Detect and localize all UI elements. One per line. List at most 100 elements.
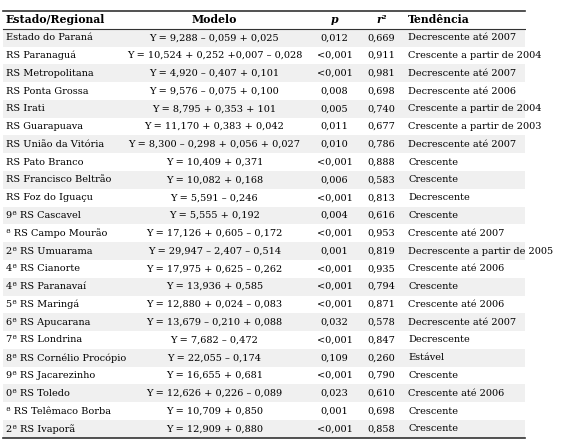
Text: RS Pato Branco: RS Pato Branco (6, 158, 84, 167)
Text: Y = 5,555 + 0,192: Y = 5,555 + 0,192 (169, 211, 260, 220)
Bar (3, 331, 525, 349)
Text: Decrescente: Decrescente (408, 335, 470, 345)
Text: Crescente: Crescente (408, 282, 458, 291)
Text: Crescente até 2006: Crescente até 2006 (408, 389, 505, 398)
Text: 0,616: 0,616 (368, 211, 395, 220)
Bar (3, 367, 525, 385)
Text: Decrescente: Decrescente (408, 193, 470, 202)
Bar (3, 242, 525, 260)
Text: Crescente até 2006: Crescente até 2006 (408, 300, 505, 309)
Bar (3, 47, 525, 64)
Text: 0,819: 0,819 (368, 246, 395, 256)
Text: 0,911: 0,911 (368, 51, 395, 60)
Text: Y = 12,626 + 0,226 – 0,089: Y = 12,626 + 0,226 – 0,089 (146, 389, 283, 398)
Text: Decrescente a partir de 2005: Decrescente a partir de 2005 (408, 246, 553, 256)
Text: RS Metropolitana: RS Metropolitana (6, 69, 93, 78)
Text: Estado/Regional: Estado/Regional (6, 15, 105, 26)
Text: 0,858: 0,858 (368, 425, 395, 433)
Text: 0,847: 0,847 (368, 335, 395, 345)
Bar (3, 29, 525, 47)
Bar (3, 118, 525, 136)
Text: Y = 22,055 – 0,174: Y = 22,055 – 0,174 (168, 353, 261, 362)
Text: Crescente: Crescente (408, 371, 458, 380)
Text: Y = 10,524 + 0,252 +0,007 – 0,028: Y = 10,524 + 0,252 +0,007 – 0,028 (126, 51, 302, 60)
Text: 0,010: 0,010 (321, 140, 348, 149)
Text: RS União da Vitória: RS União da Vitória (6, 140, 104, 149)
Text: RS Irati: RS Irati (6, 104, 45, 114)
Text: Y = 11,170 + 0,383 + 0,042: Y = 11,170 + 0,383 + 0,042 (144, 122, 284, 131)
Text: Y = 12,909 + 0,880: Y = 12,909 + 0,880 (166, 425, 263, 433)
Bar (3, 82, 525, 100)
Bar (3, 224, 525, 242)
Text: Y = 9,576 – 0,075 + 0,100: Y = 9,576 – 0,075 + 0,100 (149, 87, 279, 95)
Text: Crescente até 2007: Crescente até 2007 (408, 229, 505, 238)
Text: <0,001: <0,001 (316, 371, 352, 380)
Bar (3, 349, 525, 367)
Text: RS Paranaguá: RS Paranaguá (6, 51, 76, 60)
Text: 0,109: 0,109 (321, 353, 348, 362)
Text: 0,669: 0,669 (368, 33, 395, 42)
Text: 9ª RS Cascavel: 9ª RS Cascavel (6, 211, 81, 220)
Bar (3, 296, 525, 313)
Text: Crescente: Crescente (408, 425, 458, 433)
Text: ª RS Campo Mourão: ª RS Campo Mourão (6, 228, 107, 238)
Text: <0,001: <0,001 (316, 335, 352, 345)
Text: 0,578: 0,578 (368, 318, 395, 327)
Text: 0,001: 0,001 (321, 407, 348, 416)
Bar (3, 207, 525, 224)
Bar (3, 385, 525, 402)
Text: Y = 10,709 + 0,850: Y = 10,709 + 0,850 (166, 407, 263, 416)
Text: RS Ponta Grossa: RS Ponta Grossa (6, 87, 88, 95)
Text: 0,011: 0,011 (320, 122, 348, 131)
Text: Decrescente até 2007: Decrescente até 2007 (408, 69, 517, 78)
Text: 9ª RS Jacarezinho: 9ª RS Jacarezinho (6, 371, 95, 380)
Bar (3, 64, 525, 82)
Text: 0,610: 0,610 (368, 389, 395, 398)
Text: r²: r² (376, 15, 387, 26)
Text: Y = 17,126 + 0,605 – 0,172: Y = 17,126 + 0,605 – 0,172 (146, 229, 283, 238)
Text: 0,981: 0,981 (368, 69, 395, 78)
Text: Y = 13,679 – 0,210 + 0,088: Y = 13,679 – 0,210 + 0,088 (146, 318, 283, 327)
Text: Decrescente até 2006: Decrescente até 2006 (408, 87, 517, 95)
Text: Y = 8,300 – 0,298 + 0,056 + 0,027: Y = 8,300 – 0,298 + 0,056 + 0,027 (128, 140, 300, 149)
Bar (3, 278, 525, 296)
Text: 0,008: 0,008 (321, 87, 348, 95)
Text: 4ª RS Paranavaí: 4ª RS Paranavaí (6, 282, 86, 291)
Text: <0,001: <0,001 (316, 69, 352, 78)
Text: 0,260: 0,260 (368, 353, 395, 362)
Text: 0,935: 0,935 (368, 264, 395, 273)
Text: 2ª RS Ivaporã: 2ª RS Ivaporã (6, 424, 75, 434)
Text: RS Guarapuava: RS Guarapuava (6, 122, 83, 131)
Bar (3, 100, 525, 117)
Text: Crescente a partir de 2003: Crescente a partir de 2003 (408, 122, 542, 131)
Bar (3, 171, 525, 189)
Text: Y = 8,795 + 0,353 + 101: Y = 8,795 + 0,353 + 101 (152, 104, 276, 114)
Text: <0,001: <0,001 (316, 158, 352, 167)
Text: Estável: Estável (408, 353, 444, 362)
Bar (3, 313, 525, 331)
Text: Crescente: Crescente (408, 176, 458, 184)
Text: 4ª RS Cianorte: 4ª RS Cianorte (6, 264, 80, 273)
Text: 0,786: 0,786 (368, 140, 395, 149)
Text: Crescente a partir de 2004: Crescente a partir de 2004 (408, 51, 542, 60)
Text: Crescente a partir de 2004: Crescente a partir de 2004 (408, 104, 542, 114)
Text: Modelo: Modelo (192, 15, 237, 26)
Text: 0,740: 0,740 (368, 104, 395, 114)
Text: 0,677: 0,677 (368, 122, 395, 131)
Bar (3, 136, 525, 153)
Text: 0,005: 0,005 (321, 104, 348, 114)
Text: 0,953: 0,953 (368, 229, 395, 238)
Text: 0,790: 0,790 (368, 371, 395, 380)
Text: Y = 7,682 – 0,472: Y = 7,682 – 0,472 (170, 335, 258, 345)
Text: 0,698: 0,698 (368, 87, 395, 95)
Text: Y = 17,975 + 0,625 – 0,262: Y = 17,975 + 0,625 – 0,262 (146, 264, 283, 273)
Text: 0,023: 0,023 (320, 389, 348, 398)
Bar (3, 189, 525, 207)
Text: 0,813: 0,813 (368, 193, 395, 202)
Text: 0ª RS Toledo: 0ª RS Toledo (6, 389, 70, 398)
Text: 0,698: 0,698 (368, 407, 395, 416)
Text: 7ª RS Londrina: 7ª RS Londrina (6, 335, 82, 345)
Text: 5ª RS Maringá: 5ª RS Maringá (6, 300, 79, 309)
Text: Decrescente até 2007: Decrescente até 2007 (408, 140, 517, 149)
Text: 0,888: 0,888 (368, 158, 395, 167)
